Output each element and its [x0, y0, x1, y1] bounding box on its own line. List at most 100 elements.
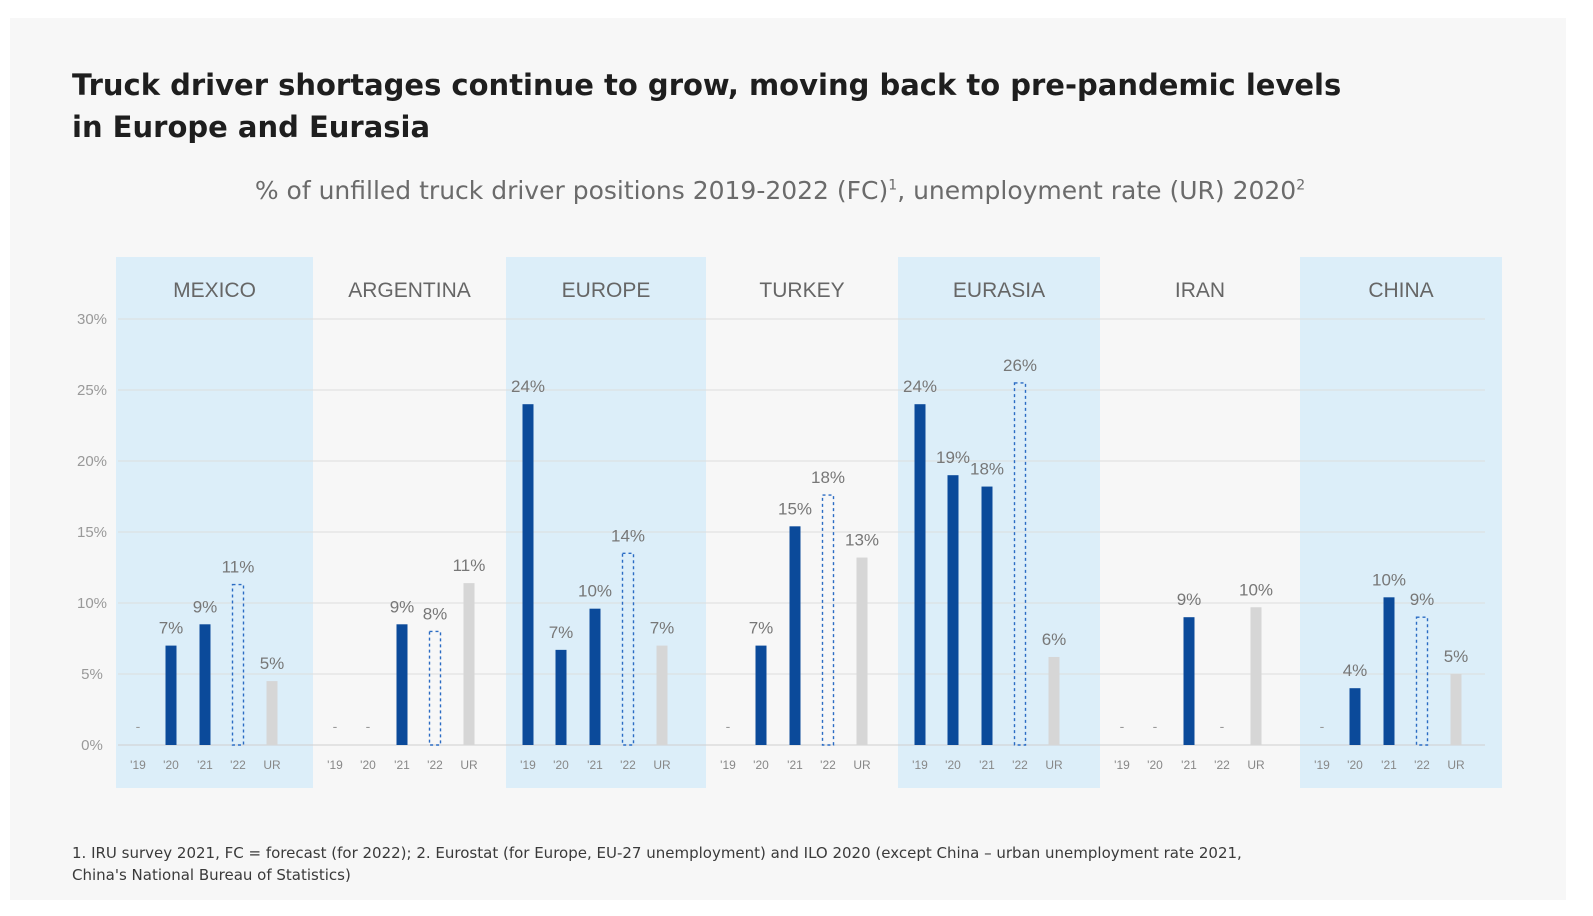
footnote-line-2: China's National Bureau of Statistics)	[72, 866, 351, 884]
y-tick-label-5: 5%	[81, 666, 103, 683]
x-tick-label-europe-2: '21	[587, 758, 603, 772]
panel-background-eurasia	[898, 257, 1100, 788]
data-label-eurasia-1: 19%	[936, 448, 970, 467]
x-tick-label-eurasia-1: '20	[945, 758, 961, 772]
subtitle-text-2: , unemployment rate (UR) 2020	[897, 176, 1297, 205]
x-tick-label-mexico-0: '19	[130, 758, 146, 772]
data-label-eurasia-2: 18%	[970, 460, 1004, 479]
x-tick-label-eurasia-3: '22	[1012, 758, 1028, 772]
subtitle-text: % of unfilled truck driver positions 201…	[254, 176, 889, 205]
bar-europe-4	[656, 645, 668, 745]
title-line-2: in Europe and Eurasia	[72, 110, 431, 144]
data-label-turkey-3: 18%	[811, 468, 845, 487]
y-tick-label-10: 10%	[77, 595, 107, 612]
bar-eurasia-3	[1013, 382, 1027, 746]
bar-china-1	[1349, 688, 1361, 745]
x-tick-label-europe-4: UR	[653, 758, 671, 772]
bar-eurasia-4	[1048, 656, 1060, 745]
data-label-argentina-4: 11%	[453, 556, 486, 575]
bar-europe-2	[589, 608, 601, 745]
data-label-europe-1: 7%	[549, 623, 574, 642]
title-line-1: Truck driver shortages continue to grow,…	[72, 68, 1342, 102]
x-tick-label-mexico-3: '22	[230, 758, 246, 772]
panel-title-eurasia: EURASIA	[953, 279, 1045, 302]
bar-china-4	[1450, 674, 1462, 745]
data-label-turkey-1: 7%	[749, 619, 774, 638]
x-tick-label-iran-1: '20	[1147, 758, 1163, 772]
x-tick-label-iran-0: '19	[1114, 758, 1130, 772]
data-label-mexico-3: 11%	[222, 558, 255, 577]
data-label-eurasia-3: 26%	[1003, 356, 1037, 375]
bar-argentina-4	[463, 583, 475, 745]
panel-title-iran: IRAN	[1175, 279, 1225, 302]
x-tick-label-argentina-0: '19	[327, 758, 343, 772]
panel-title-argentina: ARGENTINA	[348, 279, 471, 302]
missing-marker-argentina-0: -	[333, 718, 338, 734]
x-tick-label-china-4: UR	[1447, 758, 1465, 772]
bar-eurasia-2	[981, 486, 993, 745]
x-tick-label-china-1: '20	[1347, 758, 1363, 772]
y-tick-label-25: 25%	[77, 382, 107, 399]
data-label-iran-4: 10%	[1239, 580, 1273, 599]
x-tick-label-europe-1: '20	[553, 758, 569, 772]
bar-china-3	[1415, 616, 1429, 746]
data-label-mexico-4: 5%	[260, 654, 285, 673]
data-label-argentina-3: 8%	[423, 604, 448, 623]
data-label-china-3: 9%	[1410, 590, 1435, 609]
bar-iran-2	[1183, 617, 1195, 745]
data-label-argentina-2: 9%	[390, 597, 415, 616]
x-tick-label-europe-3: '22	[620, 758, 636, 772]
bar-turkey-1	[755, 645, 767, 745]
y-tick-label-30: 30%	[77, 311, 107, 328]
bar-eurasia-1	[947, 475, 959, 745]
y-tick-label-0: 0%	[81, 737, 103, 754]
bar-argentina-2	[396, 624, 408, 745]
x-tick-label-iran-4: UR	[1247, 758, 1265, 772]
missing-marker-iran-3: -	[1220, 718, 1225, 734]
subtitle-footnote-ref-1: 1	[888, 177, 898, 194]
data-label-eurasia-0: 24%	[903, 377, 937, 396]
x-tick-label-eurasia-4: UR	[1045, 758, 1063, 772]
missing-marker-mexico-0: -	[136, 718, 141, 734]
data-label-europe-3: 14%	[611, 526, 645, 545]
x-tick-label-turkey-4: UR	[853, 758, 871, 772]
panel-background-china	[1300, 257, 1502, 788]
bar-turkey-4	[856, 557, 868, 745]
footnote-line-1: 1. IRU survey 2021, FC = forecast (for 2…	[72, 844, 1242, 862]
missing-marker-iran-1: -	[1153, 718, 1158, 734]
x-tick-label-iran-3: '22	[1214, 758, 1230, 772]
x-tick-label-argentina-2: '21	[394, 758, 410, 772]
bar-mexico-3	[231, 583, 245, 746]
data-label-china-2: 10%	[1372, 570, 1406, 589]
panel-title-europe: EUROPE	[562, 279, 651, 302]
x-tick-label-china-0: '19	[1314, 758, 1330, 772]
data-label-iran-2: 9%	[1177, 590, 1202, 609]
x-tick-label-china-2: '21	[1381, 758, 1397, 772]
bar-europe-0	[522, 404, 534, 745]
data-label-turkey-4: 13%	[845, 531, 879, 550]
x-tick-label-mexico-2: '21	[197, 758, 213, 772]
chart-subtitle: % of unfilled truck driver positions 201…	[0, 176, 1560, 205]
data-label-mexico-2: 9%	[193, 597, 218, 616]
y-tick-label-20: 20%	[77, 453, 107, 470]
x-tick-label-argentina-1: '20	[360, 758, 376, 772]
x-tick-label-argentina-3: '22	[427, 758, 443, 772]
data-label-china-1: 4%	[1343, 661, 1368, 680]
bar-china-2	[1383, 597, 1395, 745]
missing-marker-china-0: -	[1320, 718, 1325, 734]
data-label-mexico-1: 7%	[159, 619, 184, 638]
x-tick-label-mexico-1: '20	[163, 758, 179, 772]
x-tick-label-turkey-2: '21	[787, 758, 803, 772]
data-label-europe-4: 7%	[650, 619, 675, 638]
panel-background-mexico	[116, 257, 313, 788]
data-label-europe-2: 10%	[578, 582, 612, 601]
footnote: 1. IRU survey 2021, FC = forecast (for 2…	[72, 842, 1492, 886]
data-label-turkey-2: 15%	[778, 499, 812, 518]
panel-title-turkey: TURKEY	[759, 279, 844, 302]
bar-argentina-3	[428, 630, 442, 746]
bar-mexico-4	[266, 681, 278, 745]
x-tick-label-turkey-0: '19	[720, 758, 736, 772]
missing-marker-turkey-0: -	[726, 718, 731, 734]
x-tick-label-china-3: '22	[1414, 758, 1430, 772]
